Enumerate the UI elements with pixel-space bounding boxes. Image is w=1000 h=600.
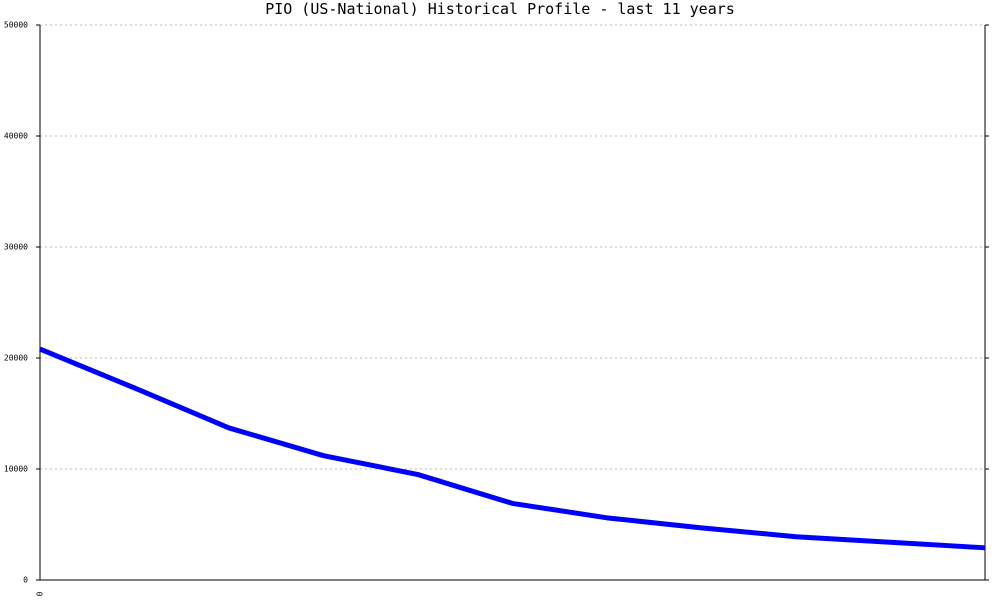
chart-title: PIO (US-National) Historical Profile - l… bbox=[265, 0, 735, 18]
y-tick-label: 40000 bbox=[4, 132, 28, 141]
y-tick-label: 20000 bbox=[4, 354, 28, 363]
x-tick-label: 0 bbox=[36, 591, 45, 596]
y-tick-label: 50000 bbox=[4, 21, 28, 30]
y-tick-label: 0 bbox=[23, 576, 28, 585]
series-line bbox=[39, 346, 986, 551]
y-tick-label: 30000 bbox=[4, 243, 28, 252]
y-tick-label: 10000 bbox=[4, 465, 28, 474]
